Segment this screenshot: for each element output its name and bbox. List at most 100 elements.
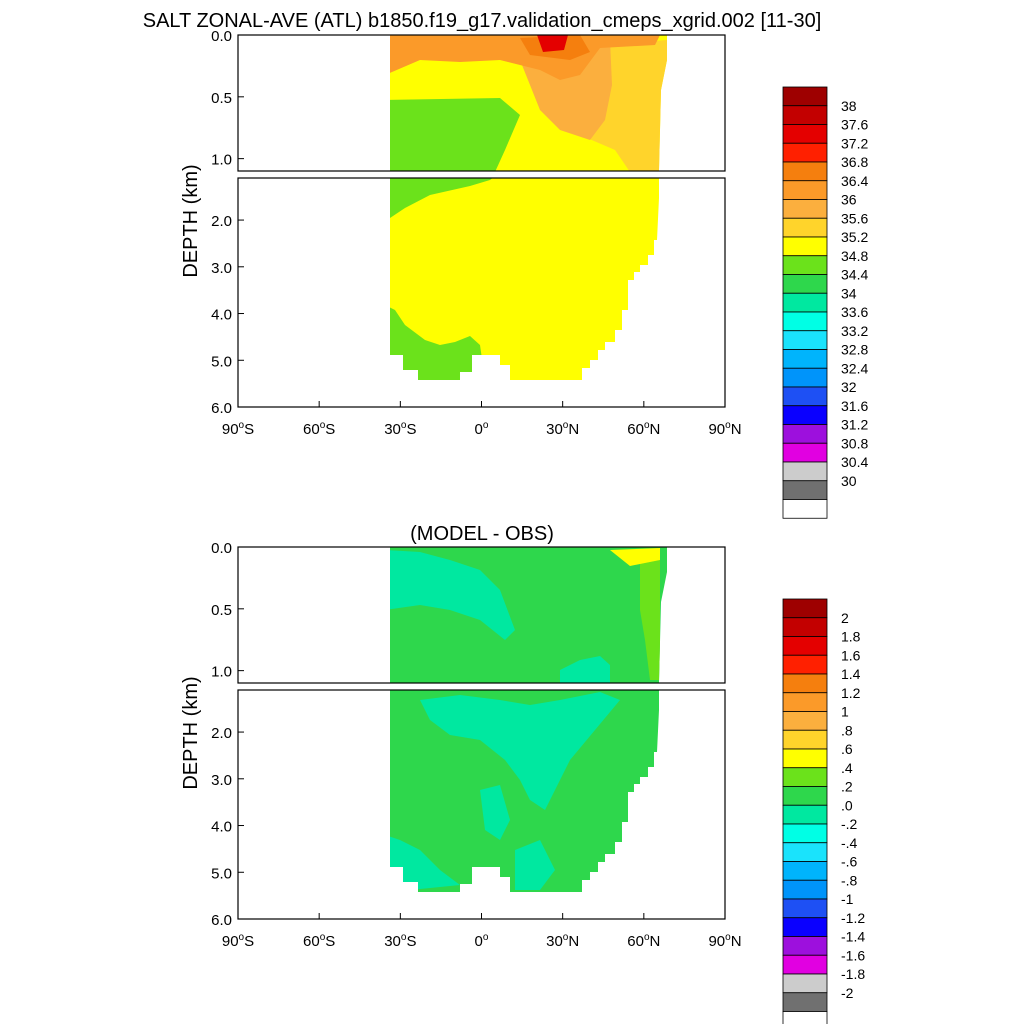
colorbar-box xyxy=(782,748,828,769)
colorbar-box xyxy=(782,330,828,350)
x-tick-label: 30oS xyxy=(384,420,416,438)
y-tick-label: 5.0 xyxy=(211,865,232,882)
colorbar-label: .8 xyxy=(841,722,853,738)
y-tick-label: 0.5 xyxy=(211,602,232,619)
colorbar-label: -1.2 xyxy=(841,910,865,926)
colorbar-label: 1.4 xyxy=(841,666,861,682)
colorbar-label: 37.6 xyxy=(841,117,868,133)
region-negative-bias-deep xyxy=(420,692,620,810)
colorbar-label: -.8 xyxy=(841,872,858,888)
colorbar-box xyxy=(782,767,828,787)
colorbar-box xyxy=(782,386,828,407)
colorbar-box xyxy=(782,992,828,1012)
upper-depth-panel xyxy=(237,546,726,684)
colorbar-box xyxy=(782,405,828,425)
colorbar-box xyxy=(782,199,828,219)
colorbar-label: 31.6 xyxy=(841,398,868,414)
colorbar-box xyxy=(782,711,828,731)
region-subtropical-36 xyxy=(390,35,660,80)
colorbar-label: 30.4 xyxy=(841,454,868,470)
y-tick-label: 1.0 xyxy=(211,664,232,681)
upper-frame xyxy=(237,34,726,172)
y-tick-label: 6.0 xyxy=(211,912,232,929)
colorbar-box xyxy=(782,424,828,444)
y-tick-label: 0.5 xyxy=(211,90,232,107)
colorbar-label: 34.8 xyxy=(841,248,868,264)
colorbar-box xyxy=(782,692,828,712)
y-tick-label: 0.0 xyxy=(211,540,232,557)
colorbar-box xyxy=(782,311,828,332)
colorbar-label: .4 xyxy=(841,760,853,776)
region-positive-bias-north xyxy=(640,555,660,680)
upper-depth-panel xyxy=(237,34,726,172)
x-tick-label: 30oN xyxy=(546,420,579,438)
y-axis-label: DEPTH (km) xyxy=(180,676,202,789)
region-negative-bias-deep xyxy=(515,840,555,890)
colorbar-label: 32.4 xyxy=(841,360,868,376)
colorbar-label: 30.8 xyxy=(841,435,868,451)
colorbar-box xyxy=(782,673,828,694)
colorbar-label: 34 xyxy=(841,285,857,301)
x-tick-label: 30oS xyxy=(384,932,416,950)
colorbar-label: -.2 xyxy=(841,816,858,832)
region-aaiw-tongue xyxy=(390,98,520,171)
colorbar-box xyxy=(782,973,828,994)
y-tick-label: 4.0 xyxy=(211,307,232,324)
x-tick-label: 90oS xyxy=(222,932,254,950)
region-negative-bias-upper xyxy=(390,550,515,640)
colorbar-label: 32.8 xyxy=(841,342,868,358)
colorbar-label: 36.4 xyxy=(841,173,868,189)
x-tick-label: 0o xyxy=(475,932,489,950)
colorbar-box xyxy=(782,161,828,182)
colorbar: 38 37.6 37.2 36.8 36.4 36 35.6 35.2 34.8 34.4 34 33… xyxy=(782,86,868,519)
y-tick-label: 0.0 xyxy=(211,28,232,45)
y-axis: 0.0 0.5 1.0 2.0 3.0 4.0 5.0 6.0 xyxy=(211,28,244,417)
colorbar-label: -1.6 xyxy=(841,947,865,963)
colorbar-box xyxy=(782,367,828,388)
x-axis: 90oS 60oS 30oS 0o 30oN 60oN 90oN xyxy=(222,401,742,438)
colorbar-label: -.4 xyxy=(841,835,858,851)
panel-model-minus-obs: (MODEL - OBS) xyxy=(180,523,865,1024)
colorbar-label: -1.4 xyxy=(841,929,865,945)
colorbar-box xyxy=(782,786,828,806)
colorbar-label: .6 xyxy=(841,741,853,757)
colorbar-label: 1.8 xyxy=(841,629,861,645)
colorbar-box xyxy=(782,349,828,369)
y-tick-label: 2.0 xyxy=(211,725,232,742)
colorbar-box xyxy=(782,823,828,844)
colorbar-label: -.6 xyxy=(841,854,858,870)
x-tick-label: 90oN xyxy=(708,932,741,950)
colorbar-label: 1 xyxy=(841,704,849,720)
colorbar-label: 2 xyxy=(841,610,849,626)
region-negative-bias-deep xyxy=(480,785,510,840)
x-tick-label: 60oS xyxy=(303,420,335,438)
region-positive-bias-surface xyxy=(610,548,660,566)
x-tick-label: 90oN xyxy=(708,420,741,438)
colorbar-box xyxy=(782,598,828,619)
colorbar-label: 32 xyxy=(841,379,857,395)
colorbar-box xyxy=(782,898,828,919)
colorbar-box xyxy=(782,879,828,900)
region-aaiw-tongue xyxy=(390,178,500,218)
colorbar-label: -1.8 xyxy=(841,966,865,982)
colorbar-box xyxy=(782,124,828,144)
y-axis: 0.0 0.5 1.0 2.0 3.0 4.0 5.0 6.0 xyxy=(211,540,244,929)
colorbar-box xyxy=(782,217,828,238)
colorbar-label: 36.8 xyxy=(841,154,868,170)
colorbar-label: .2 xyxy=(841,779,853,795)
x-tick-label: 60oS xyxy=(303,932,335,950)
x-axis: 90oS 60oS 30oS 0o 30oN 60oN 90oN xyxy=(222,913,742,950)
colorbar-box xyxy=(782,461,828,482)
colorbar-label: 33.2 xyxy=(841,323,868,339)
y-tick-label: 1.0 xyxy=(211,152,232,169)
colorbar-label: .0 xyxy=(841,797,853,813)
region-negative-bias-deep xyxy=(390,835,460,892)
colorbar-box xyxy=(782,954,828,975)
colorbar-box xyxy=(782,917,828,937)
panel-salinity: 0.0 0.5 1.0 2.0 3.0 4.0 5.0 6.0 90oS 60oS 30oS 0o 3… xyxy=(180,28,868,519)
colorbar-box xyxy=(782,180,828,200)
y-tick-label: 3.0 xyxy=(211,772,232,789)
y-tick-label: 5.0 xyxy=(211,353,232,370)
x-tick-label: 30oN xyxy=(546,932,579,950)
